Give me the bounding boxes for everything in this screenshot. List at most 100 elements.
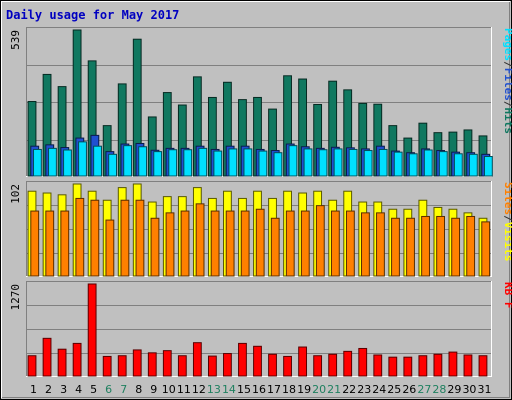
bar-pages-day-26 [408, 153, 418, 177]
bar-sites-day-29 [451, 217, 461, 277]
axis-label-part-top-3: / [502, 101, 512, 108]
bar-sites-day-30 [466, 215, 476, 277]
x-tick-label-24: 24 [372, 383, 386, 396]
panel-top: 539 Pages/Files/Hits [9, 27, 512, 177]
bar-kb-f-day-19 [298, 346, 308, 377]
bar-pages-day-21 [333, 148, 343, 177]
bar-kb-f-day-30 [463, 354, 473, 377]
axis-label-part-middle-1: / [502, 215, 512, 222]
chart-title: Daily usage for May 2017 [6, 8, 179, 22]
bar-sites-day-11 [180, 210, 190, 277]
bar-sites-day-31 [481, 221, 491, 277]
bar-kb-f-day-29 [448, 351, 458, 377]
x-tick-label-1: 1 [30, 383, 37, 396]
bar-pages-day-15 [243, 148, 253, 177]
bar-sites-day-10 [165, 212, 175, 277]
bar-kb-f-day-22 [343, 350, 353, 377]
x-tick-label-26: 26 [402, 383, 416, 396]
axis-label-part-top-1: / [502, 61, 512, 68]
x-tick-label-13: 13 [207, 383, 221, 396]
bar-sites-day-25 [391, 217, 400, 277]
x-tick-label-2: 2 [45, 383, 52, 396]
bar-kb-f-day-14 [223, 353, 232, 377]
bar-pages-day-11 [183, 149, 193, 177]
bar-sites-day-20 [315, 205, 325, 277]
bar-sites-day-22 [345, 210, 355, 277]
bar-kb-f-day-4 [72, 342, 82, 377]
bar-kb-f-day-28 [433, 353, 443, 377]
axis-label-part-top-0: Pages [502, 28, 512, 61]
bar-pages-day-24 [378, 148, 388, 177]
axis-label-part-bottom-0: KB F [502, 282, 512, 309]
x-tick-label-16: 16 [252, 383, 266, 396]
bar-kb-f-day-21 [328, 353, 338, 377]
axis-label-part-top-2: Files [502, 68, 512, 101]
y-axis-label-bottom: KB F [502, 282, 512, 309]
bar-pages-day-1 [33, 148, 42, 177]
bar-pages-day-8 [138, 146, 148, 177]
bar-sites-day-24 [376, 212, 385, 277]
x-tick-label-11: 11 [177, 383, 191, 396]
panel-bottom: 1270 KB F [9, 281, 512, 377]
bar-sites-day-16 [255, 208, 265, 277]
x-tick-label-27: 27 [417, 383, 431, 396]
bar-pages-day-22 [348, 148, 358, 177]
bar-kb-f-day-17 [268, 353, 277, 377]
x-tick-label-28: 28 [432, 383, 446, 396]
bar-kb-f-day-18 [283, 355, 292, 377]
bar-pages-day-2 [48, 147, 57, 177]
bar-sites-day-13 [210, 210, 220, 277]
bar-pages-day-12 [198, 147, 208, 177]
axis-label-part-middle-2: Visits [502, 222, 512, 262]
bar-kb-f-day-25 [388, 356, 398, 377]
bar-pages-day-10 [168, 149, 178, 177]
bar-pages-day-27 [423, 149, 433, 177]
bar-sites-day-12 [195, 203, 205, 277]
bar-kb-f-day-5 [87, 283, 97, 377]
bar-pages-day-16 [258, 150, 268, 177]
bar-pages-day-19 [303, 148, 313, 177]
bar-kb-f-day-7 [117, 355, 127, 377]
bar-kb-f-day-26 [403, 356, 413, 377]
bar-pages-day-28 [438, 151, 448, 177]
x-tick-label-22: 22 [342, 383, 356, 396]
bar-sites-day-4 [75, 197, 85, 277]
bar-kb-f-day-12 [192, 342, 202, 377]
y-max-label-top: 539 [9, 30, 22, 50]
panel-middle: 102 Sites/Visits [9, 181, 512, 277]
bar-pages-day-17 [273, 152, 283, 177]
x-tick-label-4: 4 [75, 383, 82, 396]
bar-sites-day-27 [421, 215, 430, 277]
bar-sites-day-26 [406, 217, 415, 277]
bar-sites-day-8 [135, 199, 145, 277]
bar-pages-day-3 [63, 149, 72, 177]
x-tick-label-20: 20 [312, 383, 326, 396]
x-tick-label-15: 15 [237, 383, 251, 396]
bar-sites-day-18 [285, 210, 295, 277]
bar-pages-day-9 [153, 151, 163, 177]
bar-pages-day-7 [123, 145, 133, 177]
x-axis-ticks: 1 2 3 4 5 6 7 8 9 10 11 12 13 14 15 16 17 18 19 20 21 22 23 24 2… [30, 383, 491, 396]
bar-pages-day-23 [363, 150, 373, 177]
x-tick-label-19: 19 [297, 383, 311, 396]
bar-pages-day-4 [78, 141, 87, 177]
bar-pages-day-13 [213, 150, 223, 177]
bar-kb-f-day-8 [132, 349, 142, 377]
bar-pages-day-30 [468, 153, 478, 177]
bar-sites-day-15 [240, 210, 250, 277]
x-tick-label-9: 9 [150, 383, 157, 396]
bar-kb-f-day-24 [373, 354, 383, 377]
bar-kb-f-day-13 [207, 355, 217, 377]
x-tick-label-3: 3 [60, 383, 67, 396]
bar-kb-f-day-31 [478, 355, 488, 377]
bar-kb-f-day-20 [313, 355, 323, 377]
bar-kb-f-day-6 [102, 355, 112, 377]
y-axis-label-middle: Sites/Visits [502, 182, 512, 262]
bar-sites-day-17 [270, 217, 280, 277]
bar-kb-f-day-23 [358, 347, 368, 377]
y-axis-label-top: Pages/Files/Hits [502, 28, 512, 134]
bar-sites-day-9 [150, 217, 160, 277]
bar-kb-f-day-3 [57, 348, 67, 377]
